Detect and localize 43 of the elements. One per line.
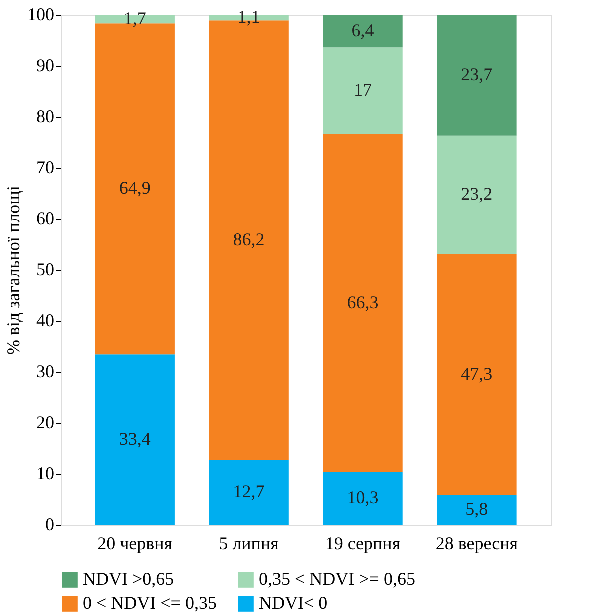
bar (323, 134, 403, 472)
bar (323, 472, 403, 525)
data-label: 86,2 (233, 229, 265, 250)
data-label: 23,2 (461, 184, 493, 204)
data-label: 12,7 (233, 482, 265, 502)
y-tick-label: 80 (36, 106, 54, 126)
data-label: 10,3 (347, 488, 379, 508)
data-label: 6,4 (352, 20, 374, 40)
data-label: 5,8 (466, 499, 488, 520)
y-tick-label: 20 (36, 412, 54, 432)
data-label: 64,9 (119, 178, 151, 198)
y-tick-label: 100 (28, 4, 54, 24)
y-tick-label: 30 (36, 362, 54, 382)
legend-label: 0 < NDVI <= 0,35 (83, 593, 217, 613)
bar (209, 460, 289, 525)
y-tick-label: 90 (36, 56, 54, 76)
y-tick-label: 10 (36, 464, 54, 484)
bar (437, 15, 517, 136)
y-tick-label: 40 (36, 310, 54, 330)
bar (323, 48, 403, 134)
legend-label: NDVI< 0 (259, 593, 328, 613)
data-label: 33,4 (119, 428, 151, 449)
x-tick-label: 5 липня (219, 534, 279, 554)
x-tick-label: 19 серпня (325, 534, 401, 554)
data-label: 17 (354, 80, 372, 100)
data-label: 47,3 (461, 364, 493, 384)
y-tick-label: 70 (36, 158, 54, 178)
y-tick-label: 60 (36, 208, 54, 228)
data-label: 23,7 (461, 64, 493, 84)
bar (437, 136, 517, 254)
y-tick-label: 0 (46, 514, 54, 534)
bar (437, 495, 517, 525)
y-tick-label: 50 (36, 260, 54, 280)
legend-label: 0,35 < NDVI >= 0,65 (259, 569, 416, 589)
data-label: 1,7 (124, 8, 146, 28)
bar (437, 254, 517, 496)
data-label: 66,3 (347, 292, 379, 312)
bar (95, 354, 175, 525)
y-axis-title: % від загальної площі (4, 186, 24, 356)
x-tick-label: 20 червня (98, 534, 173, 554)
x-tick-label: 28 вересня (436, 534, 518, 554)
bar (323, 15, 403, 48)
legend-label: NDVI >0,65 (83, 569, 174, 589)
